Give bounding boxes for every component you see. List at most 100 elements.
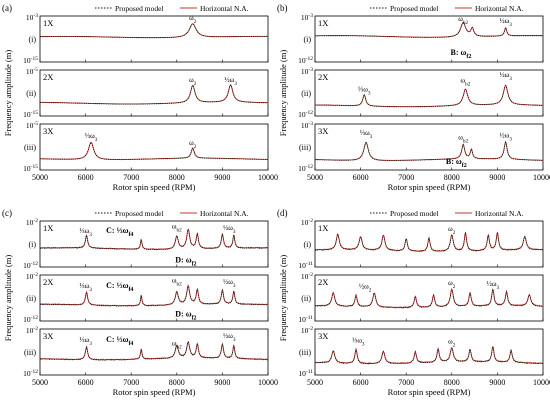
series-proposed-model — [39, 84, 268, 105]
subplot-frame — [39, 274, 269, 322]
series-horizontal-na — [39, 141, 268, 160]
series-horizontal-na — [40, 23, 268, 39]
x-tick-label: 5000 — [32, 378, 48, 387]
row-numeral: (iii) — [24, 348, 36, 357]
subplot-row-2: 10-2 10-11 (ii) 2X ½ω2 ω2 ½ω3 — [298, 272, 544, 324]
x-tick-label: 6000 — [353, 173, 369, 182]
series-proposed-model — [314, 231, 544, 252]
peak-annotation: C: ⅓ωf4 — [106, 226, 133, 238]
legend-label-proposed: Proposed model — [390, 209, 439, 218]
series-proposed-model — [39, 341, 269, 361]
legend: Proposed model Horizontal N.A. — [370, 209, 524, 218]
panel-tag: (a) — [2, 3, 12, 13]
subplot-row-3: 10-3 10-12 (iii) 3X ⅓ω3 ωb2 ½ω3 B: ωf2 — [298, 121, 544, 173]
x-tick-label: 7000 — [398, 173, 414, 182]
peak-annotation: ωb2 — [172, 276, 182, 287]
x-axis-label: Rotor spin speed (RPM) — [388, 182, 471, 192]
peak-annotation: ωb2 — [172, 340, 182, 351]
y-tick-top: 10-2 — [26, 218, 38, 227]
x-axis: 5000 6000 7000 8000 9000 10000 Rotor spin spee… — [32, 378, 278, 397]
subplot-row-3: 10-2 10-11 (iii) 3X ⅓ω3 ω2 — [298, 326, 544, 378]
peak-annotation: ω2 — [448, 337, 456, 348]
subplot-frame — [314, 15, 544, 63]
harmonic-tag: 1X — [318, 18, 328, 28]
y-tick-bottom: 10-15 — [23, 56, 38, 65]
subplot-row-1: 10-2 10-12 (i) 1X ⅓ω3 C: ⅓ωf4 ωb2 ½ω3 D: ωf2 — [23, 218, 269, 270]
row-numeral: (iii) — [299, 143, 311, 152]
peak-annotation: ω2 — [448, 279, 456, 290]
series-horizontal-na — [314, 140, 543, 161]
subplot-row-3: 10-2 10-12 (iii) 3X ⅓ω3 C: ⅓ωf4 ωb2 ½ω3 — [23, 326, 269, 378]
peak-annotation: ½ω3 — [224, 76, 237, 87]
x-tick-label: 7000 — [398, 378, 414, 387]
subplot-frame — [39, 69, 269, 117]
harmonic-tag: 1X — [43, 18, 53, 28]
series-horizontal-na — [314, 346, 544, 365]
x-tick-label: 8000 — [169, 378, 185, 387]
peak-annotation: ωb2 — [461, 76, 471, 87]
x-tick-label: 10000 — [533, 173, 550, 182]
series-proposed-model — [314, 141, 543, 162]
x-tick-label: 8000 — [444, 173, 460, 182]
y-tick-bottom: 10-12 — [23, 369, 38, 378]
series-proposed-model — [39, 228, 269, 251]
x-tick-label: 5000 — [307, 378, 323, 387]
x-tick-label: 6000 — [353, 378, 369, 387]
peak-annotation: ½ω3 — [223, 224, 236, 235]
series-proposed-model — [39, 284, 269, 307]
legend-label-horizontal: Horizontal N.A. — [200, 4, 249, 13]
y-tick-bottom: 10-11 — [298, 369, 313, 378]
subplot-row-2: 10-2 10-12 (ii) 2X ⅓ω3 C: ⅓ωf4 ωb2 ½ω3 D: ωf2 — [23, 272, 269, 324]
peak-annotation: B: ωf2 — [450, 48, 471, 60]
series-proposed-model — [40, 142, 269, 161]
x-tick-label: 9000 — [489, 173, 505, 182]
series-proposed-model — [39, 23, 269, 39]
series-proposed-model — [315, 85, 543, 108]
x-tick-label: 10000 — [258, 378, 278, 387]
x-tick-label: 5000 — [32, 173, 48, 182]
legend-label-proposed: Proposed model — [115, 4, 164, 13]
row-numeral: (ii) — [26, 294, 36, 303]
series-proposed-model — [315, 22, 544, 38]
subplot-frame — [39, 220, 269, 268]
y-tick-bottom: 10-11 — [298, 261, 313, 270]
harmonic-tag: 1X — [43, 223, 53, 233]
x-tick-label: 7000 — [123, 173, 139, 182]
y-axis-label: Frequency amplitude (m) — [3, 50, 13, 137]
y-tick-top: 10-5 — [26, 67, 38, 76]
row-numeral: (ii) — [301, 294, 311, 303]
peak-annotation: ω2 — [448, 225, 456, 236]
y-tick-bottom: 10-11 — [298, 315, 313, 324]
y-tick-top: 10-2 — [301, 218, 313, 227]
legend-label-horizontal: Horizontal N.A. — [200, 209, 249, 218]
harmonic-tag: 3X — [318, 126, 328, 136]
peak-annotation: ⅓ω3 — [79, 282, 92, 293]
x-tick-label: 9000 — [214, 173, 230, 182]
y-tick-bottom: 10-12 — [23, 261, 38, 270]
subplot-frame — [314, 123, 544, 171]
subplot-row-2: 10-3 10-12 (ii) 2X ⅓ω3 ωb2 ½ω3 — [298, 67, 544, 119]
x-axis-label: Rotor spin speed (RPM) — [113, 387, 196, 397]
y-tick-top: 10-2 — [26, 326, 38, 335]
peak-annotation: C: ⅓ωf4 — [106, 281, 133, 293]
subplot-row-2: 10-5 10-15 (ii) 2X ω2 ½ω3 — [23, 67, 269, 119]
x-tick-label: 8000 — [169, 173, 185, 182]
series-proposed-model — [314, 288, 544, 309]
subplot-frame — [314, 328, 544, 376]
subplot-frame — [39, 15, 269, 63]
panel-d: (d) Proposed model Horizontal N.A. Frequenc… — [277, 208, 550, 397]
y-tick-bottom: 10-15 — [23, 110, 38, 119]
panel-b: (b) Proposed model Horizontal N.A. Frequenc… — [277, 3, 550, 192]
y-tick-bottom: 10-12 — [298, 164, 313, 173]
legend-label-proposed: Proposed model — [390, 4, 439, 13]
x-axis: 5000 6000 7000 8000 9000 10000 Rotor spin spee… — [307, 378, 550, 397]
y-tick-top: 10-5 — [26, 121, 38, 130]
y-tick-top: 10-2 — [26, 272, 38, 281]
peak-annotation: ½ω3 — [499, 71, 512, 82]
panel-tag: (d) — [277, 208, 288, 218]
y-tick-top: 10-2 — [301, 272, 313, 281]
subplot-frame — [39, 328, 269, 376]
peak-annotation: ½ω2 — [359, 282, 372, 293]
peak-annotation: ⅓ω3 — [79, 227, 92, 238]
